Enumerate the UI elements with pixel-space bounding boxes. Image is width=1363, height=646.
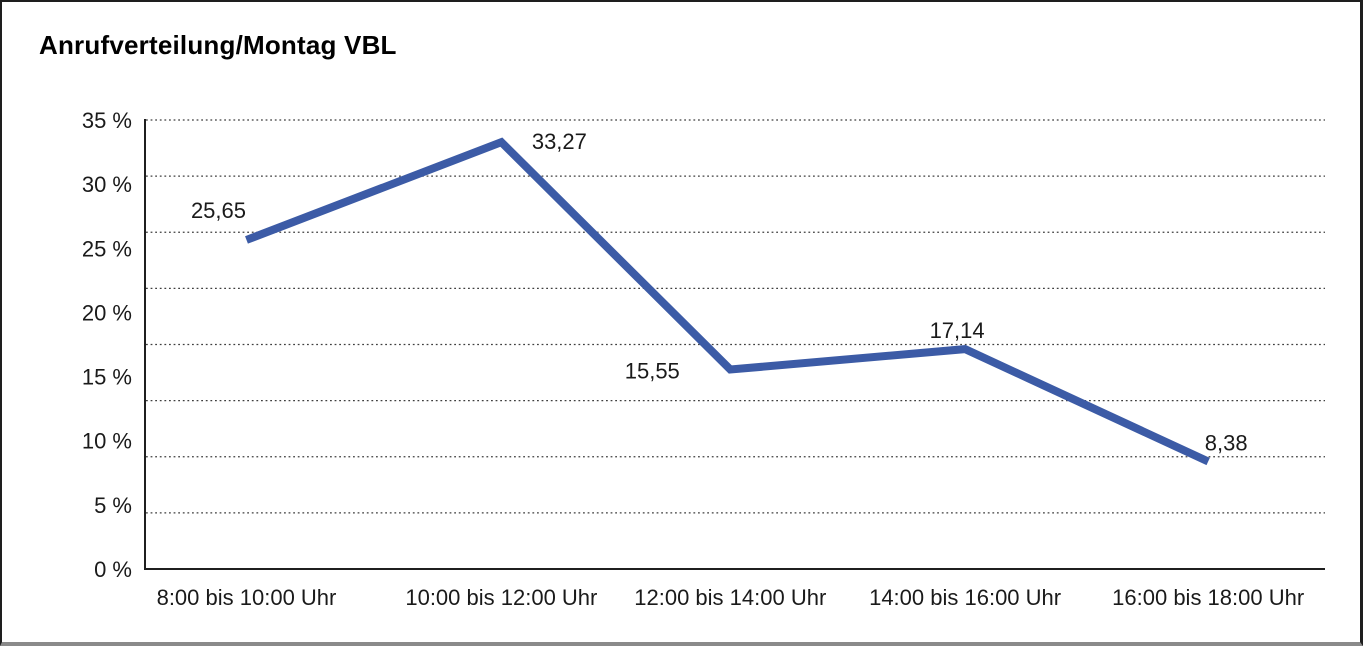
data-point-label: 33,27 — [532, 129, 587, 154]
chart-title: Anrufverteilung/Montag VBL — [39, 30, 397, 60]
x-axis-label: 10:00 bis 12:00 Uhr — [405, 585, 597, 610]
y-axis-label: 15 % — [82, 365, 132, 390]
y-axis-label: 10 % — [82, 429, 132, 454]
data-point-label: 8,38 — [1205, 430, 1248, 455]
y-axis-label: 0 % — [94, 557, 132, 582]
series-line — [245, 137, 1210, 466]
x-axis-label: 16:00 bis 18:00 Uhr — [1112, 585, 1304, 610]
x-axis-label: 12:00 bis 14:00 Uhr — [634, 585, 826, 610]
data-point-label: 17,14 — [930, 318, 985, 343]
data-point-label: 25,65 — [191, 198, 246, 223]
x-axis-label: 14:00 bis 16:00 Uhr — [869, 585, 1061, 610]
y-axis-label: 5 % — [94, 493, 132, 518]
x-axis-label: 8:00 bis 10:00 Uhr — [157, 585, 337, 610]
data-point-label: 15,55 — [625, 359, 680, 384]
y-axis-label: 30 % — [82, 172, 132, 197]
y-axis-label: 25 % — [82, 236, 132, 261]
y-axis-label: 35 % — [82, 108, 132, 133]
y-axis-label: 20 % — [82, 300, 132, 325]
